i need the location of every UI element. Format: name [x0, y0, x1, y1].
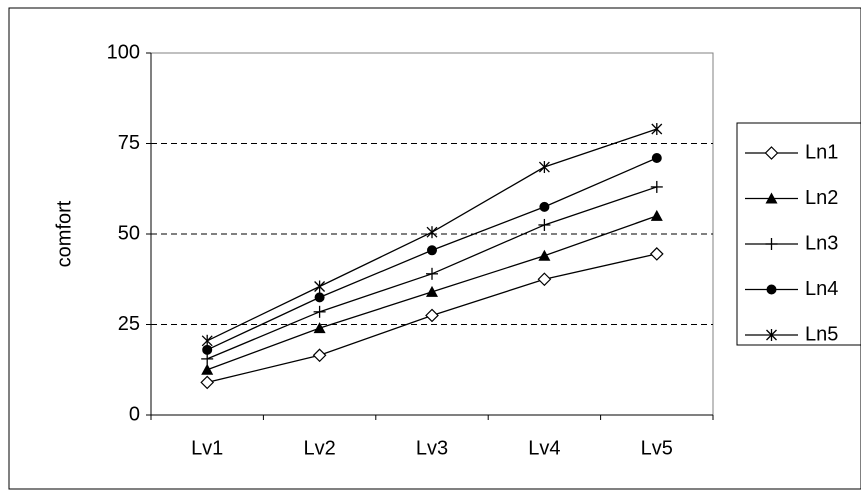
triangle-marker: [538, 249, 551, 261]
circle-marker: [427, 245, 437, 256]
diamond-marker: [537, 272, 552, 287]
y-ticks: 0 25 50 75 100: [107, 41, 151, 425]
circle-marker: [314, 292, 325, 303]
legend-label: Ln1: [805, 141, 838, 163]
asterisk-marker: [314, 280, 326, 293]
diamond-marker: [200, 375, 215, 390]
series-ln1: [200, 247, 664, 390]
circle-marker: [766, 284, 777, 295]
asterisk-marker: [651, 123, 663, 136]
asterisk-marker: [538, 161, 550, 174]
asterisk-marker: [201, 334, 213, 347]
circle-marker: [539, 201, 550, 212]
legend-label: Ln5: [805, 323, 838, 345]
plus-marker: [201, 352, 214, 365]
triangle-marker: [313, 322, 326, 334]
triangle-marker: [201, 363, 214, 375]
plus-marker: [313, 305, 326, 318]
series-ln4: [202, 152, 662, 355]
diamond-marker: [425, 308, 439, 323]
diamond-marker: [312, 348, 327, 363]
series-ln3: [201, 180, 663, 365]
plus-marker: [765, 238, 778, 250]
legend-item: Ln1: [745, 141, 838, 163]
y-tick-label: 0: [129, 403, 140, 425]
asterisk-marker: [426, 226, 438, 239]
legend-item: Ln3: [745, 232, 838, 254]
x-tick-label: Lv2: [303, 437, 335, 459]
x-tick-label: Lv1: [191, 437, 223, 459]
y-tick-label: 100: [107, 41, 140, 63]
legend: Ln1 Ln2 Ln3 Ln4 Ln5: [745, 141, 838, 345]
circle-marker: [202, 344, 213, 355]
chart-border: [8, 7, 861, 490]
series-ln2: [201, 209, 663, 375]
circle-marker: [651, 152, 662, 163]
x-tick-label: Lv4: [528, 437, 560, 459]
y-tick-label: 25: [118, 313, 140, 335]
y-tick-label: 50: [118, 222, 140, 244]
diamond-marker: [764, 146, 779, 160]
x-ticks: Lv1 Lv2 Lv3 Lv4 Lv5: [150, 415, 714, 459]
legend-item: Ln5: [745, 323, 838, 345]
legend-item: Ln4: [745, 278, 838, 300]
y-axis-label: comfort: [53, 200, 75, 267]
series-ln5: [201, 123, 663, 347]
diamond-marker: [649, 247, 664, 261]
series: [200, 123, 664, 390]
y-tick-label: 75: [118, 132, 140, 154]
legend-item: Ln2: [745, 187, 838, 209]
legend-label: Ln4: [805, 278, 838, 300]
plus-marker: [650, 180, 663, 193]
legend-box: [736, 122, 861, 346]
x-tick-label: Lv3: [416, 437, 448, 459]
asterisk-marker: [766, 329, 777, 341]
x-tick-label: Lv5: [641, 437, 673, 459]
plus-marker: [538, 218, 551, 231]
triangle-marker: [426, 285, 438, 297]
plus-marker: [426, 267, 438, 280]
triangle-marker: [650, 209, 663, 221]
triangle-marker: [765, 192, 778, 204]
legend-label: Ln2: [805, 187, 838, 209]
legend-label: Ln3: [805, 232, 838, 254]
